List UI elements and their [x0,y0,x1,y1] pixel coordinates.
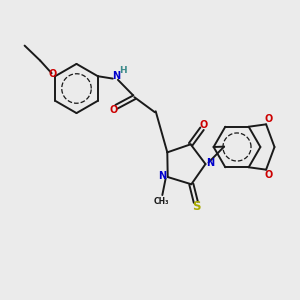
Text: O: O [265,170,273,180]
Text: N: N [206,158,215,168]
Text: O: O [200,119,208,130]
Text: N: N [112,71,121,81]
Text: O: O [49,69,57,79]
Text: S: S [193,200,201,213]
Text: O: O [265,114,273,124]
Text: CH₃: CH₃ [154,196,170,206]
Text: O: O [109,105,118,115]
Text: N: N [159,171,167,182]
Text: H: H [119,66,127,75]
